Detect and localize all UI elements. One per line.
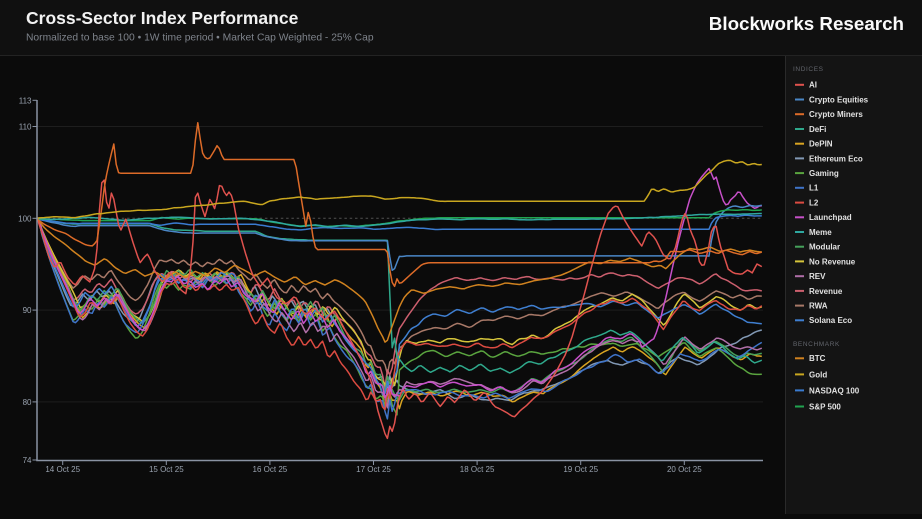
svg-text:RWA: RWA (809, 302, 828, 311)
svg-text:DePIN: DePIN (809, 140, 833, 149)
svg-text:74: 74 (23, 456, 32, 465)
svg-text:18 Oct 25: 18 Oct 25 (460, 465, 495, 474)
svg-text:80: 80 (23, 398, 32, 407)
svg-text:16 Oct 25: 16 Oct 25 (253, 465, 288, 474)
svg-text:Crypto Miners: Crypto Miners (809, 110, 863, 119)
svg-text:15 Oct 25: 15 Oct 25 (149, 465, 184, 474)
svg-text:100: 100 (18, 214, 32, 223)
svg-text:110: 110 (19, 123, 32, 132)
svg-text:Gold: Gold (809, 370, 827, 379)
svg-text:113: 113 (19, 96, 32, 105)
svg-text:INDICES: INDICES (793, 66, 824, 73)
svg-text:BTC: BTC (809, 354, 826, 363)
svg-text:Ethereum Eco: Ethereum Eco (809, 154, 863, 163)
svg-text:Meme: Meme (809, 228, 832, 237)
svg-text:Crypto Equities: Crypto Equities (809, 95, 869, 104)
svg-text:REV: REV (809, 272, 826, 281)
svg-text:Solana Eco: Solana Eco (809, 316, 852, 325)
svg-text:No Revenue: No Revenue (809, 257, 856, 266)
svg-text:Launchpad: Launchpad (809, 213, 852, 222)
svg-text:S&P 500: S&P 500 (809, 402, 841, 411)
svg-text:90: 90 (23, 306, 32, 315)
svg-text:BENCHMARK: BENCHMARK (793, 341, 840, 348)
svg-text:19 Oct 25: 19 Oct 25 (563, 465, 598, 474)
svg-text:AI: AI (809, 81, 817, 90)
svg-text:Blockworks Research: Blockworks Research (709, 13, 904, 34)
svg-text:Modular: Modular (809, 243, 840, 252)
svg-text:NASDAQ 100: NASDAQ 100 (809, 386, 860, 395)
svg-text:17 Oct 25: 17 Oct 25 (356, 465, 391, 474)
svg-text:L2: L2 (809, 199, 819, 208)
svg-text:14 Oct 25: 14 Oct 25 (45, 465, 80, 474)
svg-text:20 Oct 25: 20 Oct 25 (667, 465, 702, 474)
svg-text:Revenue: Revenue (809, 287, 843, 296)
svg-text:L1: L1 (809, 184, 819, 193)
svg-text:Cross-Sector Index Performance: Cross-Sector Index Performance (26, 8, 299, 28)
svg-text:DeFi: DeFi (809, 125, 826, 134)
svg-text:Gaming: Gaming (809, 169, 839, 178)
svg-text:Normalized to base 100 • 1W ti: Normalized to base 100 • 1W time period … (26, 33, 374, 44)
